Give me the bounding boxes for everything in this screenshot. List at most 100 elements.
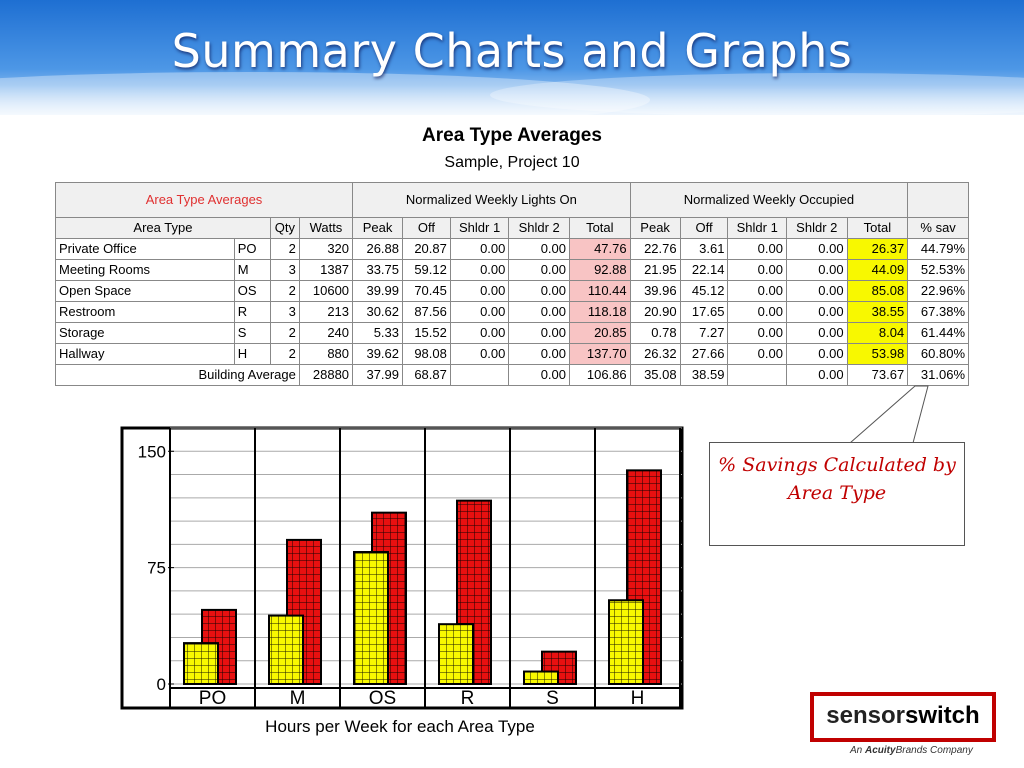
table-cell: 2	[269, 238, 300, 260]
footer-cell: 106.86	[569, 364, 631, 386]
x-category-label: R	[461, 688, 475, 709]
table-cell: 0.00	[785, 259, 848, 281]
column-header: Peak	[352, 217, 404, 239]
table-cell: 60.80%	[907, 343, 969, 365]
building-average-row: Building Average 28880 37.99 68.87 0.00 …	[55, 364, 969, 386]
bar-occupied-hatch	[609, 600, 643, 684]
table-cell: 39.96	[629, 280, 681, 302]
x-category-label: PO	[199, 688, 226, 709]
footer-cell: 35.08	[629, 364, 681, 386]
table-cell: 0.00	[785, 343, 848, 365]
table-cell: 22.96%	[907, 280, 969, 302]
table-cell: 320	[298, 238, 354, 260]
table-cell: 17.65	[679, 301, 729, 323]
table-cell: 0.78	[629, 322, 681, 344]
table-cell: 3	[269, 301, 300, 323]
table-cell: Open Space	[55, 280, 235, 302]
table-cell: 20.85	[569, 322, 631, 344]
table-cell: 240	[298, 322, 354, 344]
table-cell: 0.00	[727, 322, 787, 344]
column-header: Off	[402, 217, 451, 239]
table-cell: 0.00	[449, 259, 510, 281]
table-cell: 92.88	[569, 259, 631, 281]
table-cell: 0.00	[508, 322, 570, 344]
bar-occupied-hatch	[269, 615, 303, 684]
bar-occupied-hatch	[184, 643, 218, 684]
company-logo: sensorswitch	[810, 692, 996, 742]
table-cell: 26.37	[846, 238, 909, 260]
table-cell: 0.00	[449, 322, 510, 344]
slide-title: Summary Charts and Graphs	[171, 24, 853, 78]
column-header: % sav	[907, 217, 969, 239]
savings-callout: % Savings Calculated by Area Type	[709, 442, 965, 546]
table-cell: 0.00	[785, 238, 848, 260]
table-row: Restroom R 3 213 30.62 87.56 0.00 0.00 118.18 20.…	[55, 301, 969, 323]
group-header: Normalized Weekly Occupied	[629, 182, 909, 218]
table-cell: 67.38%	[907, 301, 969, 323]
table-cell: 0.00	[785, 322, 848, 344]
column-header: Shldr 1	[727, 217, 787, 239]
table-row: Storage S 2 240 5.33 15.52 0.00 0.00 20.85 0.78 7.…	[55, 322, 969, 344]
y-tick-label: 0	[157, 675, 166, 694]
table-cell: 0.00	[508, 259, 570, 281]
column-header: Shldr 2	[785, 217, 848, 239]
x-category-label: OS	[369, 688, 396, 709]
column-header: Area Type	[55, 217, 271, 239]
column-header: Qty	[269, 217, 300, 239]
table-cell: 30.62	[352, 301, 404, 323]
table-cell: R	[233, 301, 271, 323]
table-cell: 0.00	[508, 238, 570, 260]
table-cell: M	[233, 259, 271, 281]
table-cell: 2	[269, 280, 300, 302]
footer-cell: 38.59	[679, 364, 729, 386]
table-cell: 70.45	[402, 280, 451, 302]
table-cell: 27.66	[679, 343, 729, 365]
table-cell: 85.08	[846, 280, 909, 302]
table-cell: 26.88	[352, 238, 404, 260]
bar-occupied-hatch	[524, 671, 558, 684]
table-cell: 118.18	[569, 301, 631, 323]
table-cell: PO	[233, 238, 271, 260]
table-cell: 0.00	[785, 301, 848, 323]
table-cell: 0.00	[449, 301, 510, 323]
table-cell: 87.56	[402, 301, 451, 323]
table-cell: 61.44%	[907, 322, 969, 344]
table-cell: 38.55	[846, 301, 909, 323]
table-row: Hallway H 2 880 39.62 98.08 0.00 0.00 137.70 26.3…	[55, 343, 969, 365]
table-cell: 45.12	[679, 280, 729, 302]
table-cell: 0.00	[449, 280, 510, 302]
table-cell: 20.87	[402, 238, 451, 260]
table-cell: 2	[269, 322, 300, 344]
table-cell: 110.44	[569, 280, 631, 302]
table-cell: 0.00	[785, 280, 848, 302]
footer-label: Building Average	[55, 364, 300, 386]
footer-cell: 28880	[298, 364, 354, 386]
hours-bar-chart: 0 75 150 PO M OS R S H Hours per Week for each A…	[120, 426, 684, 736]
table-cell: 137.70	[569, 343, 631, 365]
table-cell: Private Office	[55, 238, 235, 260]
table-cell: 47.76	[569, 238, 631, 260]
table-cell: 33.75	[352, 259, 404, 281]
group-header: Area Type Averages	[54, 182, 354, 218]
table-cell: 880	[298, 343, 354, 365]
table-cell: Hallway	[55, 343, 235, 365]
table-cell: 0.00	[727, 301, 787, 323]
table-cell: 0.00	[508, 280, 570, 302]
x-category-label: H	[631, 688, 645, 709]
group-header: Normalized Weekly Lights On	[352, 182, 631, 218]
averages-table: Area Type Averages Normalized Weekly Lig…	[54, 182, 969, 386]
table-cell: 0.00	[449, 238, 510, 260]
x-category-label: S	[546, 688, 559, 709]
table-cell: 22.14	[679, 259, 729, 281]
table-cell: 7.27	[679, 322, 729, 344]
group-header-row: Area Type Averages Normalized Weekly Lig…	[54, 182, 969, 218]
table-cell: 3.61	[679, 238, 729, 260]
table-cell: Storage	[55, 322, 235, 344]
column-header: Shldr 2	[508, 217, 570, 239]
table-cell: 0.00	[727, 343, 787, 365]
table-row: Open Space OS 2 10600 39.99 70.45 0.00 0.00 110.…	[55, 280, 969, 302]
column-header: Off	[679, 217, 729, 239]
table-cell: 0.00	[508, 343, 570, 365]
table-cell: 44.09	[846, 259, 909, 281]
column-header: Total	[569, 217, 631, 239]
